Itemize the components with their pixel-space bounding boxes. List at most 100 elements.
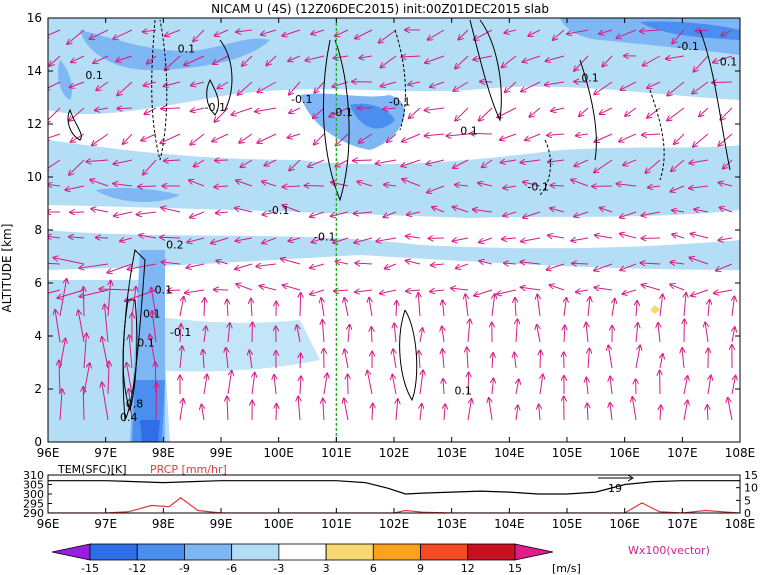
wind-vector bbox=[666, 56, 685, 59]
wind-vector bbox=[473, 209, 493, 212]
wind-vector bbox=[256, 264, 277, 266]
wind-vector bbox=[93, 55, 109, 63]
wind-vector bbox=[189, 180, 205, 187]
wind-vector bbox=[113, 184, 133, 186]
wind-vector bbox=[344, 298, 349, 317]
wind-vector bbox=[137, 212, 157, 215]
wind-vector bbox=[567, 29, 589, 34]
wind-vector bbox=[161, 108, 181, 109]
wind-vector bbox=[283, 186, 301, 187]
contour-label: -0.1 bbox=[677, 40, 698, 53]
wind-vector bbox=[227, 300, 228, 317]
wind-vector bbox=[547, 134, 565, 135]
wind-vector bbox=[617, 29, 637, 38]
wind-vector bbox=[693, 133, 709, 147]
contour-label: -0.1 bbox=[389, 95, 410, 108]
y-tick-label: 12 bbox=[27, 117, 42, 131]
wind-vector bbox=[214, 186, 229, 187]
wind-vector bbox=[458, 29, 469, 40]
wind-vector bbox=[473, 55, 493, 60]
chart-title: NICAM U (4S) (12Z06DEC2015) init:00Z01DE… bbox=[211, 2, 549, 16]
wind-vector bbox=[218, 81, 229, 88]
wind-vector bbox=[371, 327, 372, 343]
wind-vector bbox=[266, 55, 277, 65]
wind-vector bbox=[396, 399, 398, 421]
wind-vector bbox=[455, 55, 469, 68]
wind-vector bbox=[117, 108, 133, 109]
wind-vector bbox=[401, 159, 421, 166]
wind-vector bbox=[369, 298, 372, 317]
wind-vector bbox=[674, 133, 685, 144]
wind-vector bbox=[379, 29, 397, 43]
sub-left-tick-label: 310 bbox=[23, 469, 44, 482]
contour-layer bbox=[67, 19, 731, 422]
wind-vector bbox=[156, 383, 157, 421]
contour-label: 0.2 bbox=[166, 239, 184, 252]
contour-line bbox=[206, 78, 220, 116]
wind-vector bbox=[514, 353, 516, 369]
wind-vector bbox=[431, 264, 445, 265]
colorbar-min-triangle bbox=[51, 543, 91, 561]
wind-vector bbox=[623, 159, 637, 165]
wind-vector bbox=[83, 287, 84, 317]
wind-vector bbox=[492, 378, 493, 395]
wind-vector bbox=[165, 29, 181, 36]
wind-vector bbox=[355, 29, 373, 39]
wind-vector bbox=[48, 184, 61, 186]
contour-label: 0.1 bbox=[85, 69, 103, 82]
wind-vector bbox=[671, 159, 685, 171]
wind-vector bbox=[143, 159, 157, 175]
wind-vector bbox=[502, 238, 517, 239]
contour-label: 0.4 bbox=[120, 411, 138, 424]
wind-vector bbox=[257, 81, 277, 92]
wind-vector bbox=[179, 399, 183, 421]
sub-left-tick-label: 295 bbox=[23, 498, 44, 511]
wind-vector bbox=[289, 81, 301, 95]
wind-vector bbox=[660, 405, 661, 421]
wind-vector bbox=[359, 56, 373, 58]
wind-vector bbox=[131, 287, 136, 317]
wind-vector bbox=[579, 107, 589, 116]
wind-vector bbox=[420, 370, 423, 395]
wind-vector bbox=[427, 159, 445, 164]
wind-vector bbox=[139, 235, 157, 238]
wind-vector bbox=[288, 134, 301, 138]
wind-vector bbox=[521, 287, 541, 290]
wind-vector bbox=[547, 263, 565, 270]
wind-vector bbox=[636, 301, 637, 317]
wind-vector bbox=[204, 375, 207, 395]
wind-vector bbox=[144, 82, 157, 86]
wind-vector bbox=[576, 134, 589, 136]
y-axis-label: ALTITUDE [km] bbox=[0, 224, 14, 313]
wind-vector bbox=[187, 237, 205, 242]
sub-x-tick-label: 100E bbox=[263, 517, 294, 531]
wind-vector bbox=[236, 180, 253, 187]
wind-vector bbox=[641, 263, 661, 264]
wind-vector bbox=[242, 55, 253, 66]
colorbar-level-label: -9 bbox=[179, 562, 190, 575]
wind-vector bbox=[479, 107, 493, 121]
wind-vector bbox=[418, 293, 420, 317]
wind-vector bbox=[354, 212, 373, 214]
wind-vector bbox=[348, 325, 350, 343]
y-tick-label: 14 bbox=[27, 64, 42, 78]
wind-vector bbox=[60, 389, 62, 421]
colorbar-level-label: -6 bbox=[226, 562, 237, 575]
contour-label: 0.1 bbox=[460, 125, 478, 138]
wind-vector bbox=[428, 29, 445, 40]
wind-vector bbox=[288, 55, 301, 61]
wind-vector bbox=[49, 55, 61, 66]
wind-vector bbox=[594, 263, 613, 271]
wind-vector bbox=[672, 210, 685, 212]
wind-vector bbox=[311, 29, 325, 34]
wind-vector bbox=[478, 183, 493, 186]
wind-vector bbox=[155, 362, 156, 395]
wind-vector bbox=[203, 350, 204, 369]
wind-vector bbox=[396, 301, 397, 317]
wind-vector bbox=[108, 362, 109, 395]
x-tick-label: 104E bbox=[494, 446, 525, 460]
wind-vector bbox=[114, 211, 133, 216]
wind-vector bbox=[384, 211, 397, 217]
wind-vector bbox=[239, 133, 253, 143]
contour-label: -0.1 bbox=[314, 231, 335, 244]
